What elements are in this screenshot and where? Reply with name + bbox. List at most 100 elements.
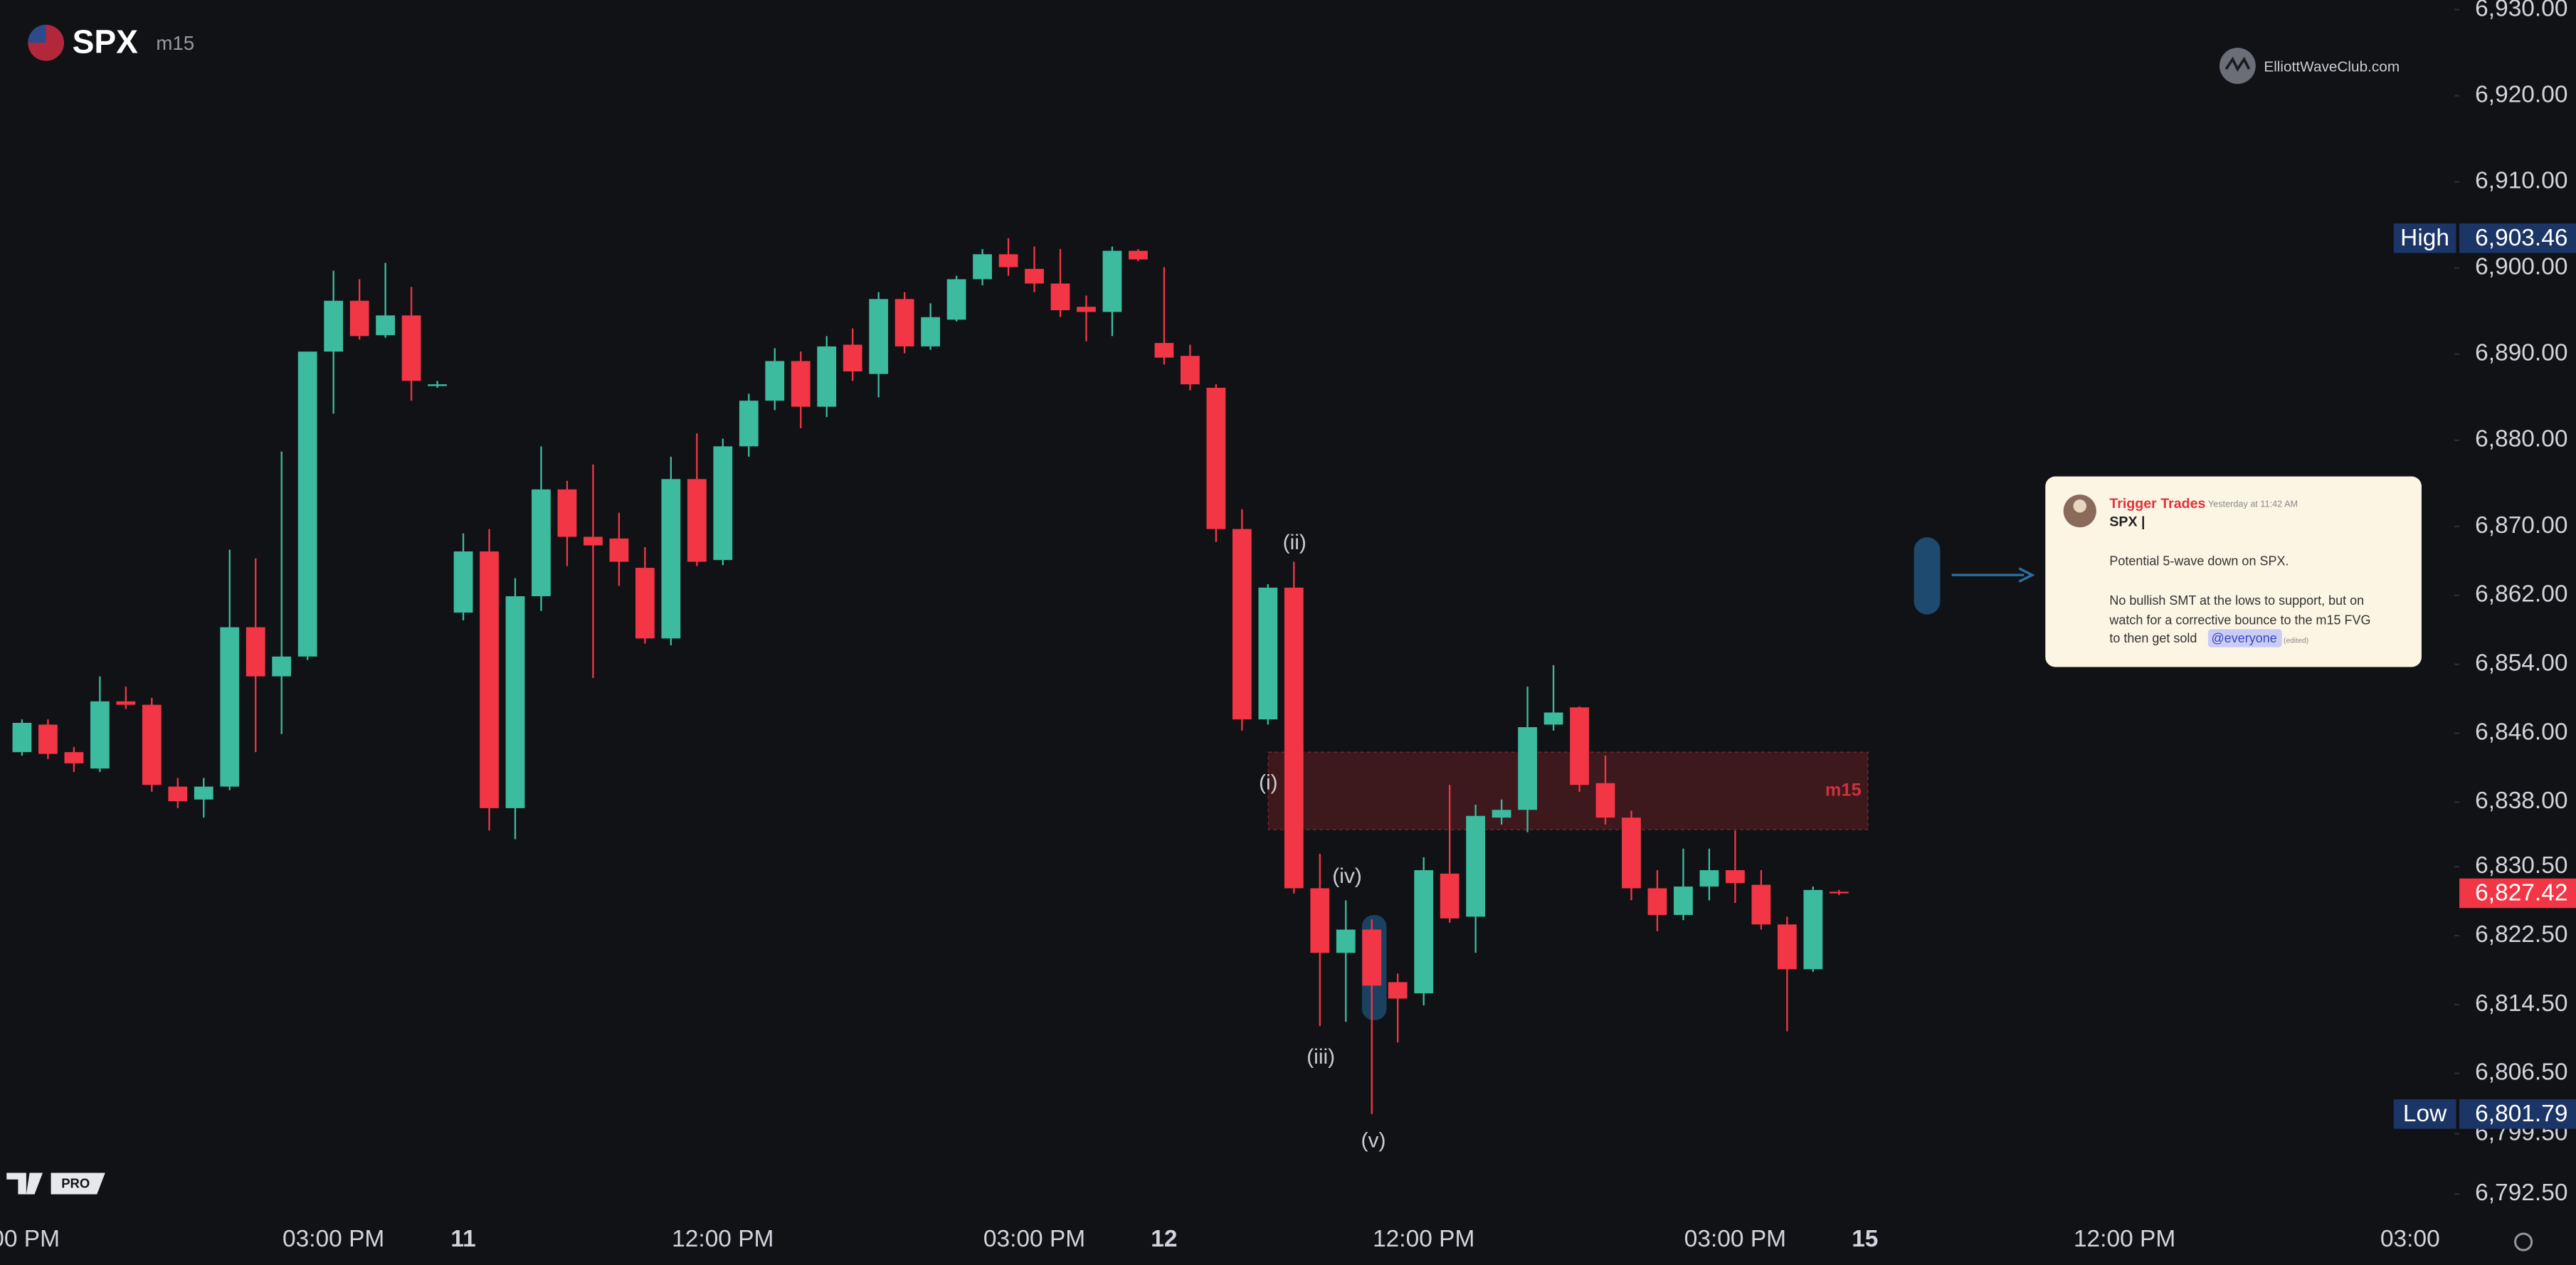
highlight-pill (1913, 537, 1941, 615)
message-card: Trigger Trades Yesterday at 11:42 AM SPX… (2045, 476, 2422, 667)
candle-body (12, 723, 32, 753)
flag-canton (28, 24, 46, 43)
candle-body (946, 279, 966, 320)
candle-body (453, 551, 473, 613)
y-tick-label: 6,854.00 (2475, 650, 2567, 677)
candle-body (116, 701, 136, 705)
candle-body (1751, 884, 1771, 925)
wave-label: (i) (1259, 771, 1278, 794)
message-line: No bullish SMT at the lows to support, b… (2109, 593, 2364, 608)
watermark: ElliottWaveClub.com (2264, 58, 2400, 75)
x-tick-label: 11 (450, 1226, 475, 1252)
price-marker (2459, 1099, 2576, 1129)
message-line: watch for a corrective bounce to the m15… (2108, 613, 2370, 628)
x-tick-label: 15 (1852, 1226, 1878, 1252)
x-tick-label: 12:00 PM (1373, 1226, 1474, 1252)
mention[interactable]: @everyone (2211, 631, 2276, 645)
candle-body (64, 752, 84, 763)
candle-body (324, 300, 344, 352)
x-tick-label: :00 PM (0, 1226, 60, 1252)
candle-body (1206, 388, 1226, 529)
x-tick-label: 03:00 PM (1684, 1226, 1786, 1252)
price-marker-tag (2393, 223, 2456, 253)
candle-body (1829, 891, 1849, 894)
x-tick-label: 12:00 PM (672, 1226, 774, 1252)
candle-body (1440, 873, 1459, 919)
avatar-face (2073, 499, 2087, 513)
candle-body (532, 489, 551, 597)
price-marker-name: High (2400, 225, 2449, 251)
y-tick-label: 6,822.50 (2475, 921, 2567, 948)
tv-logo (6, 1173, 43, 1195)
y-tick-label: 6,806.50 (2475, 1059, 2567, 1086)
candle-body (584, 536, 603, 546)
candle-body (635, 568, 655, 639)
candle-body (817, 346, 837, 407)
candle-body (1336, 929, 1356, 953)
candle-body (1492, 810, 1511, 818)
x-tick-label: 03:00 (2380, 1226, 2440, 1252)
candle-body (1181, 356, 1200, 385)
price-marker (2459, 223, 2576, 253)
candle-body (1077, 307, 1096, 312)
interval[interactable]: m15 (156, 32, 194, 54)
candle-body (661, 479, 681, 639)
candle-body (297, 351, 317, 657)
candle-body (505, 596, 525, 808)
settings-icon[interactable] (2514, 1232, 2533, 1251)
candle-body (194, 786, 213, 800)
candle-body (246, 627, 265, 677)
candle-body (687, 479, 707, 562)
timestamp: Yesterday at 11:42 AM (2208, 499, 2298, 509)
edited: (edited) (2284, 637, 2308, 645)
candle-body (1388, 982, 1408, 999)
wave-label: (iv) (1332, 864, 1362, 888)
candle-body (1803, 889, 1823, 970)
y-tick-label: 6,846.00 (2475, 719, 2567, 745)
price-marker-label: 6,903.46 (2475, 225, 2567, 251)
candle-body (765, 361, 785, 401)
y-tick-label: 6,910.00 (2475, 167, 2567, 194)
y-tick-label: 6,880.00 (2475, 426, 2567, 452)
candle-body (1647, 888, 1667, 916)
wave-label: (ii) (1283, 531, 1307, 554)
y-tick-label: 6,890.00 (2475, 340, 2567, 366)
arrow-head (2018, 567, 2035, 583)
candle-body (1050, 283, 1070, 311)
candle-body (921, 317, 941, 346)
candle-body (973, 254, 992, 280)
message-line: Potential 5-wave down on SPX. (2109, 554, 2289, 568)
price-marker-name: Low (2403, 1101, 2447, 1127)
candle-body (1025, 268, 1044, 284)
card-bg (2045, 476, 2422, 667)
candle-body (791, 361, 811, 407)
x-tick-label: 03:00 PM (283, 1226, 384, 1252)
candle-body (349, 300, 369, 337)
price-marker (2459, 878, 2576, 909)
x-tick-label: 12 (1151, 1226, 1177, 1252)
candle-body (1362, 929, 1382, 986)
candle-body (220, 627, 240, 787)
candle-body (869, 299, 889, 374)
candle-body (557, 489, 577, 537)
candle-body (272, 656, 292, 677)
x-tick-label: 12:00 PM (2074, 1226, 2175, 1252)
candle-body (38, 724, 58, 754)
symbol[interactable]: SPX (73, 23, 139, 60)
pro-label: PRO (61, 1176, 90, 1191)
candle-body (1595, 783, 1615, 818)
candle-body (1232, 529, 1252, 720)
candle-body (894, 299, 914, 346)
candle-body (401, 315, 421, 381)
message-line: SPX | (2109, 514, 2145, 530)
candle-body (428, 384, 447, 386)
candle-body (843, 344, 862, 372)
candle-body (168, 786, 188, 802)
author: Trigger Trades (2109, 496, 2205, 512)
watermark-icon (2219, 48, 2256, 84)
candle-body (998, 254, 1018, 268)
candle-body (1674, 886, 1693, 916)
